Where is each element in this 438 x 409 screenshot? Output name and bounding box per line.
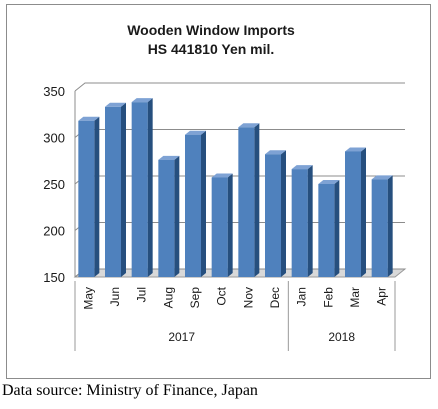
bar-top — [211, 173, 233, 178]
bar-top — [158, 155, 180, 160]
bar-front — [211, 177, 228, 277]
bar-front — [105, 106, 121, 277]
x-category-label: Oct — [215, 286, 229, 305]
x-category-label: Mar — [348, 287, 362, 308]
bar-front — [345, 151, 361, 277]
bar-top — [371, 175, 393, 180]
x-category-label: Nov — [241, 287, 255, 308]
bar-side — [121, 102, 126, 277]
bar — [371, 175, 393, 277]
bar-top — [238, 123, 260, 128]
bar-top — [131, 98, 153, 103]
bar — [211, 173, 233, 277]
chart-frame: Wooden Window Imports HS 441810 Yen mil.… — [6, 4, 431, 379]
bar-side — [227, 173, 233, 277]
bar — [185, 130, 206, 277]
x-category-label: Jan — [295, 287, 309, 306]
bar-top — [345, 147, 366, 152]
x-axis-categories: May Jun Jul Aug Sep Oct Nov Dec Jan Feb Mar Apr — [81, 286, 388, 309]
bar — [105, 102, 126, 277]
bar-top — [78, 116, 100, 121]
bar-top — [265, 150, 286, 155]
bar — [345, 147, 366, 277]
bar-top — [105, 102, 126, 107]
chart-subtitle: HS 441810 Yen mil. — [148, 41, 275, 57]
x-group-label: 2017 — [168, 330, 195, 344]
bar-side — [334, 180, 340, 277]
bar-front — [371, 179, 388, 277]
bar-side — [307, 165, 313, 277]
bar-side — [201, 130, 206, 277]
bar-top — [318, 180, 340, 184]
y-tick-label: 300 — [43, 131, 65, 146]
x-axis-year-groups: 2017 2018 — [74, 281, 396, 351]
bar — [238, 123, 260, 278]
bars — [78, 98, 393, 278]
bar-side — [281, 150, 286, 277]
x-group-label: 2018 — [328, 330, 355, 344]
bar — [158, 155, 180, 277]
x-category-label: May — [81, 287, 95, 310]
bar-front — [158, 159, 175, 277]
bar-side — [174, 155, 180, 277]
bar-front — [265, 154, 281, 277]
bar — [131, 98, 153, 277]
source-note: Data source: Ministry of Finance, Japan — [2, 382, 258, 399]
y-tick-label: 250 — [43, 177, 65, 192]
bar-front — [238, 127, 255, 278]
x-category-label: Dec — [268, 287, 282, 308]
y-tick-label: 150 — [43, 270, 65, 285]
bar — [318, 180, 340, 277]
x-category-label: Jun — [108, 287, 122, 306]
x-category-label: Aug — [161, 287, 175, 308]
bar-top — [185, 130, 206, 135]
bar-front — [318, 184, 335, 277]
y-tick-label: 200 — [43, 224, 65, 239]
bar-side — [361, 147, 366, 277]
bar-front — [78, 120, 95, 277]
bar-chart: Wooden Window Imports HS 441810 Yen mil.… — [43, 22, 407, 351]
bar-front — [185, 134, 201, 277]
chart-title: Wooden Window Imports — [127, 22, 295, 38]
bar-side — [254, 123, 260, 278]
y-tick-label: 350 — [43, 84, 65, 99]
bar-front — [291, 169, 308, 277]
x-category-label: Feb — [321, 287, 335, 308]
bar-front — [131, 102, 148, 277]
bar — [78, 116, 100, 277]
bar — [291, 165, 313, 277]
gridline — [74, 82, 405, 92]
y-axis-ticks: 150 200 250 300 350 — [43, 84, 65, 285]
bar-top — [291, 165, 313, 170]
x-category-label: Apr — [375, 287, 389, 306]
x-category-label: Sep — [188, 287, 202, 309]
bar-side — [94, 116, 100, 277]
x-category-label: Jul — [135, 287, 149, 302]
bar — [265, 150, 286, 277]
bar-side — [387, 175, 393, 277]
bar-side — [147, 98, 153, 277]
